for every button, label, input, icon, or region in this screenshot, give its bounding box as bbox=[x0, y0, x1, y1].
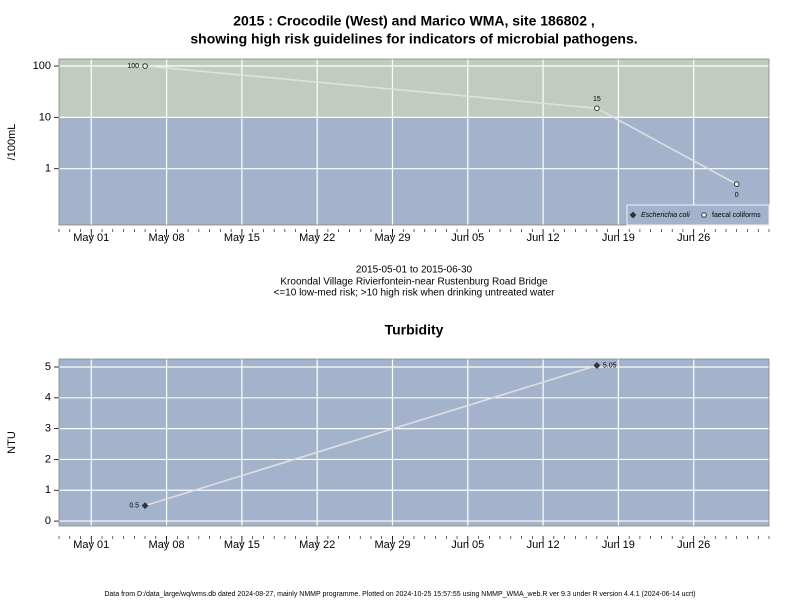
x-tick-label: Jun 12 bbox=[527, 539, 560, 551]
legend-box bbox=[626, 204, 770, 226]
data-point bbox=[593, 362, 601, 369]
x-tick-label: May 08 bbox=[149, 232, 185, 244]
data-point bbox=[141, 502, 149, 510]
y-tick-label: 0 bbox=[45, 515, 51, 527]
x-tick-label: Jun 19 bbox=[602, 539, 635, 551]
x-tick-label: Jun 05 bbox=[451, 539, 484, 551]
y-tick-label: 5 bbox=[45, 361, 51, 373]
data-point bbox=[733, 181, 740, 187]
chart-title: 2015 : Crocodile (West) and Marico WMA, … bbox=[233, 13, 595, 29]
legend: Escherichia coli faecal coliforms bbox=[626, 204, 770, 226]
chart-title: Turbidity bbox=[385, 322, 444, 338]
series-line bbox=[144, 364, 598, 507]
x-tick-label: Jun 26 bbox=[677, 539, 710, 551]
y-tick-label: 4 bbox=[45, 392, 51, 404]
data-point bbox=[594, 105, 600, 112]
x-tick-label: Jun 12 bbox=[527, 232, 560, 244]
annotation: <=10 low-med risk; >10 high risk when dr… bbox=[274, 288, 556, 299]
data-point bbox=[142, 63, 148, 69]
x-tick-label: May 08 bbox=[149, 539, 185, 551]
y-tick-label: 1 bbox=[45, 484, 51, 496]
annotation: Kroondal Village Rivierfontein-near Rust… bbox=[280, 277, 548, 288]
y-tick-label: 1 bbox=[45, 163, 51, 175]
annotation: 2015-05-01 to 2015-06-30 bbox=[356, 265, 473, 276]
legend-marker bbox=[629, 211, 637, 219]
plot-background bbox=[59, 359, 769, 526]
y-tick-label: 100 bbox=[33, 60, 51, 72]
legend-label: Escherichia coli bbox=[641, 212, 690, 219]
data-label: 5.05 bbox=[603, 362, 617, 369]
x-tick-label: May 01 bbox=[73, 539, 109, 551]
data-label: 0.5 bbox=[129, 503, 139, 510]
legend-marker bbox=[701, 212, 707, 218]
y-tick-label: 2 bbox=[45, 453, 51, 465]
x-tick-label: May 22 bbox=[299, 539, 335, 551]
y-tick-label: 3 bbox=[45, 423, 51, 435]
y-axis-label: NTU bbox=[6, 431, 18, 454]
footer: Data from D:/data_large/wq/wms.db dated … bbox=[104, 591, 695, 598]
chart-title: showing high risk guidelines for indicat… bbox=[190, 31, 637, 47]
x-tick-label: May 15 bbox=[224, 539, 260, 551]
x-tick-label: May 15 bbox=[224, 232, 260, 244]
plot-frame bbox=[58, 58, 770, 226]
y-tick-label: 10 bbox=[39, 111, 51, 123]
x-tick-label: Jun 05 bbox=[451, 232, 484, 244]
data-label: 15 bbox=[593, 96, 601, 103]
legend-label: faecal coliforms bbox=[712, 212, 761, 219]
data-label: 0 bbox=[735, 192, 739, 199]
x-tick-label: Jun 19 bbox=[602, 232, 635, 244]
data-label: 100 bbox=[127, 63, 139, 70]
x-tick-label: May 01 bbox=[73, 232, 109, 244]
plot-frame bbox=[58, 358, 770, 527]
x-tick-label: May 22 bbox=[299, 232, 335, 244]
x-tick-label: May 29 bbox=[374, 232, 410, 244]
y-axis-label: /100mL bbox=[6, 124, 18, 161]
x-tick-label: May 29 bbox=[374, 539, 410, 551]
x-tick-label: Jun 26 bbox=[677, 232, 710, 244]
